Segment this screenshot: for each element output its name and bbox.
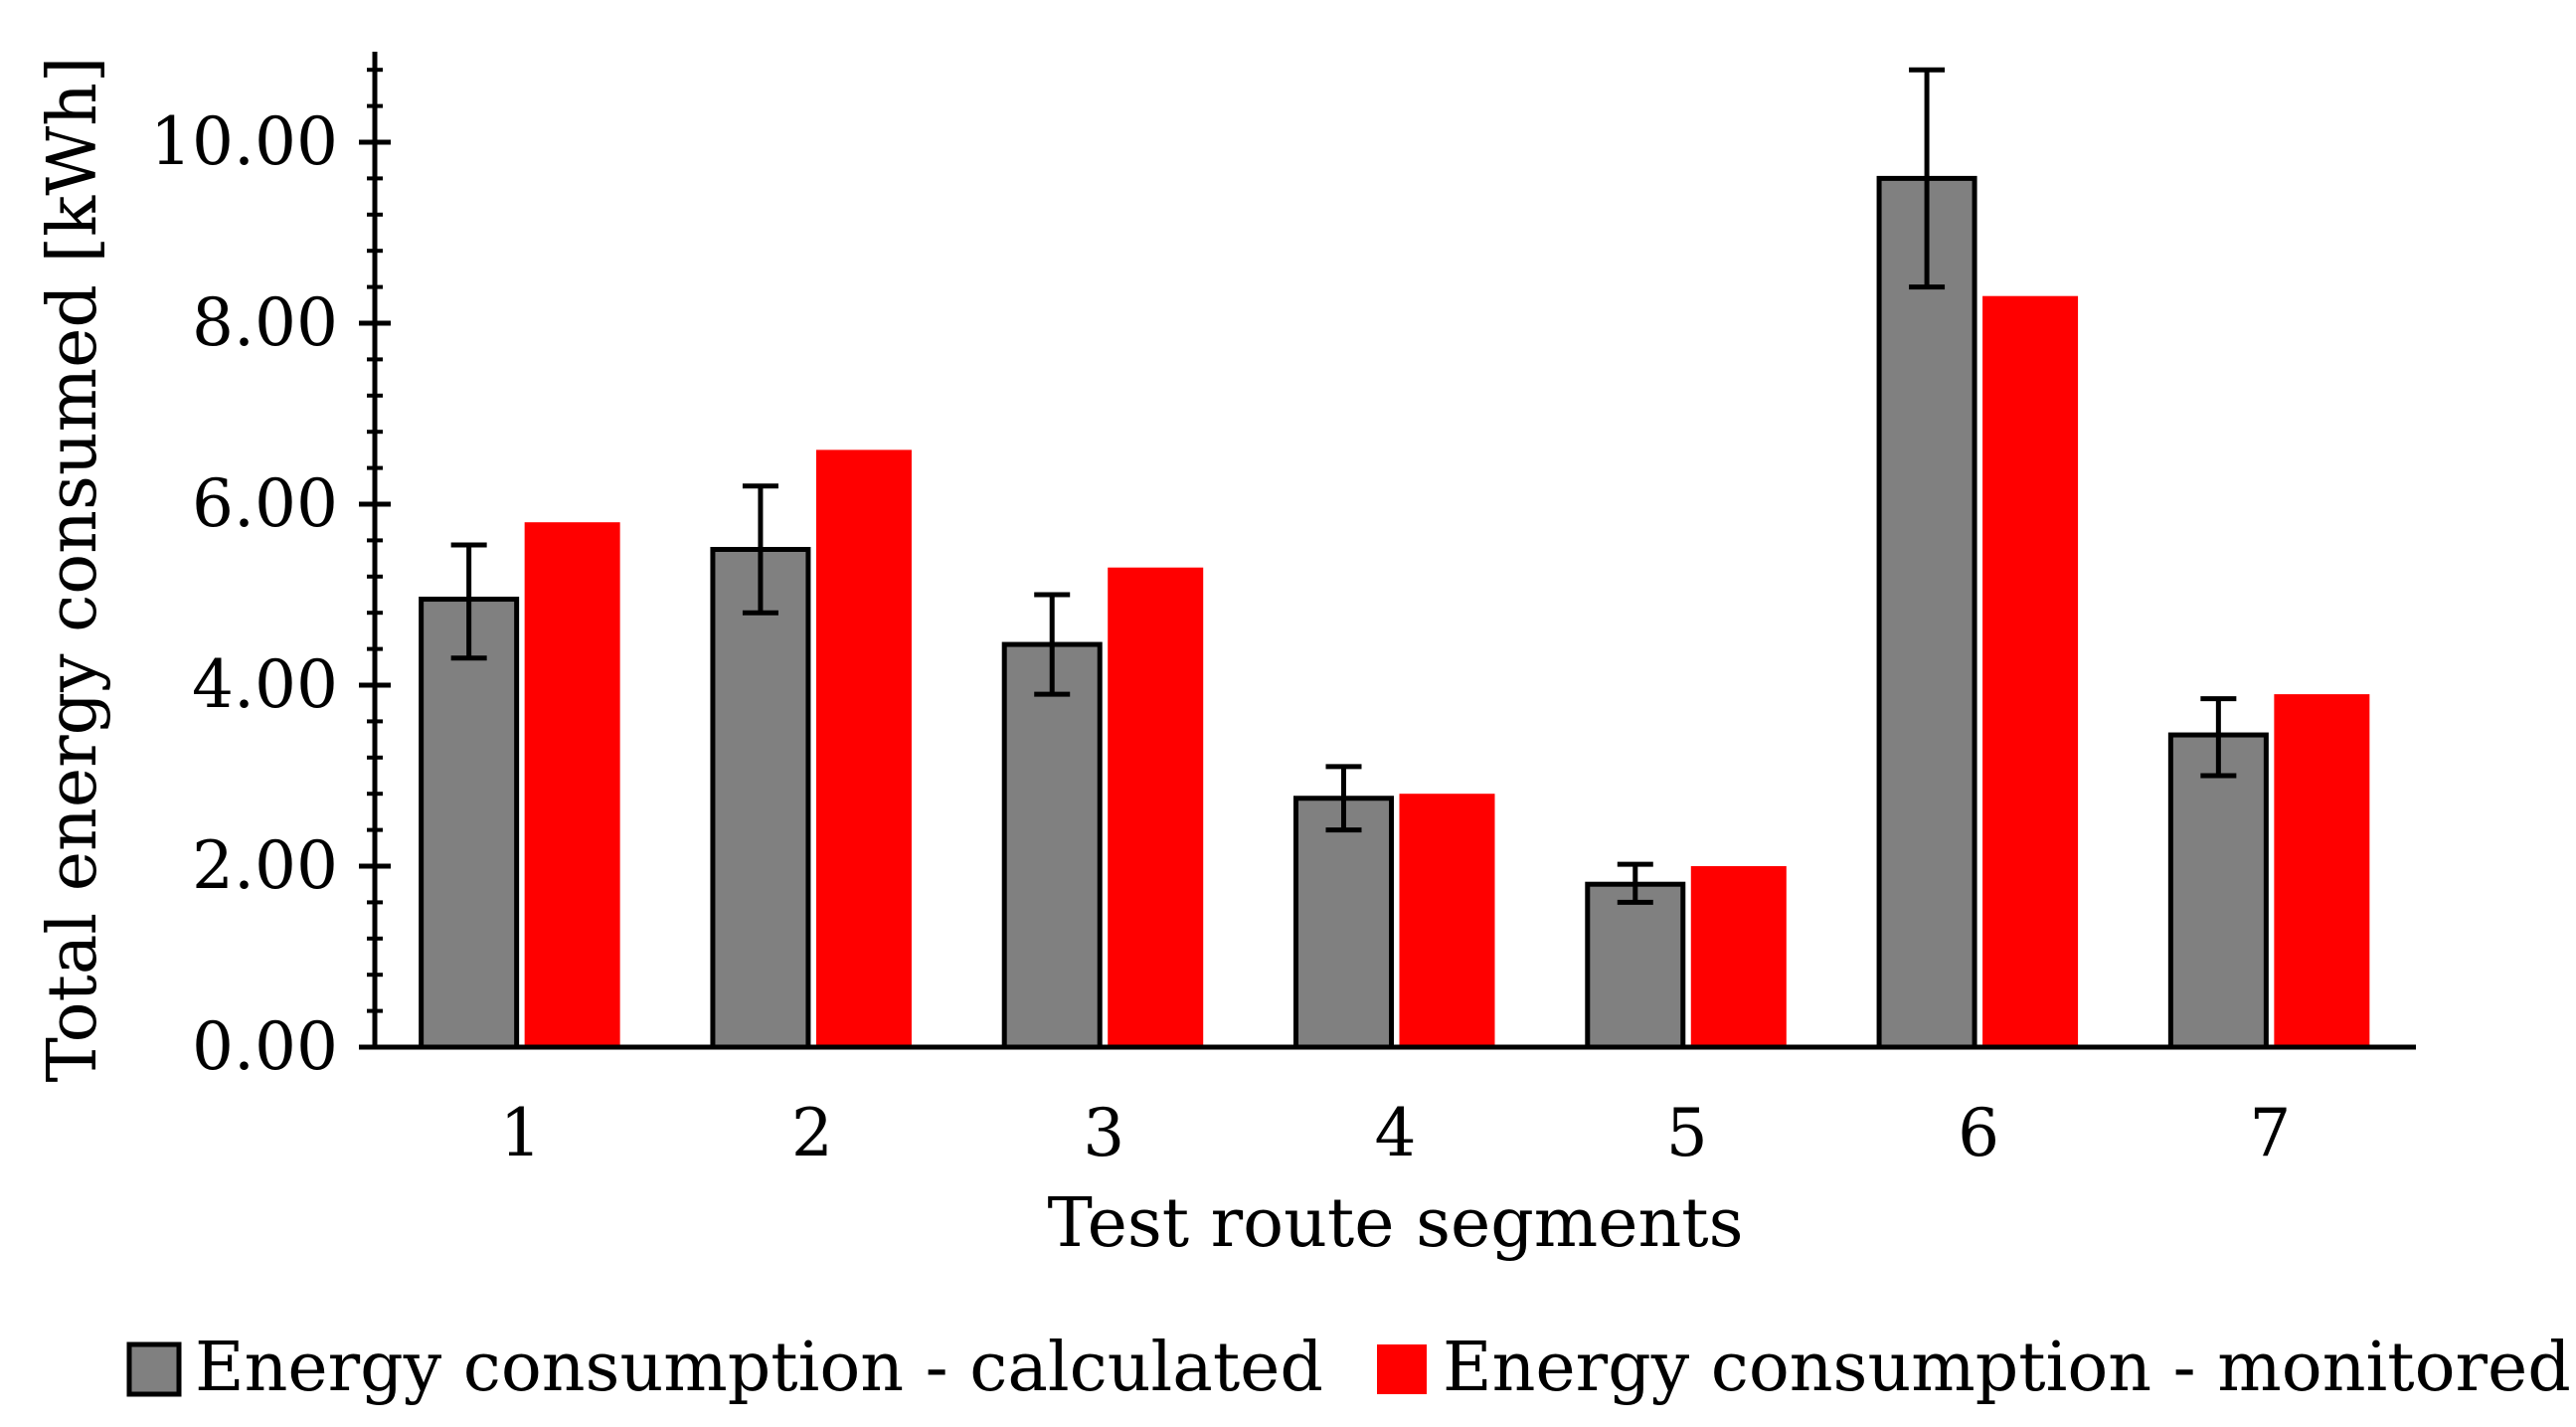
bar-calculated-7: [2167, 732, 2269, 1050]
y-tick-label: 10.00: [150, 103, 338, 180]
bars-layer: [419, 175, 2370, 1050]
bar-calculated-2: [710, 547, 811, 1050]
x-ticks-layer: 1 2 3 4 5 6 7: [500, 1095, 2292, 1171]
error-bar-calculated-6: [1909, 67, 1946, 290]
legend-swatch-monitored: [1377, 1344, 1427, 1394]
y-axis-title: Total energy consumed [kWh]: [34, 57, 112, 1083]
y-tick-label: 4.00: [192, 646, 338, 723]
y-tick-label: 6.00: [192, 465, 338, 542]
error-bar-calculated-2: [742, 483, 778, 616]
x-tick-label-7: 7: [2249, 1095, 2291, 1171]
axes-layer: [372, 52, 2416, 1050]
bar-monitored-4: [1399, 794, 1495, 1047]
legend: Energy consumption - calculated Energy c…: [126, 1329, 2571, 1407]
legend-label-monitored: Energy consumption - monitored: [1443, 1329, 2571, 1407]
error-bars-layer: [450, 67, 2237, 905]
bar-monitored-3: [1108, 567, 1204, 1047]
bar-calculated-1: [419, 597, 520, 1050]
x-tick-label-3: 3: [1083, 1095, 1124, 1171]
x-tick-label-6: 6: [1958, 1095, 1999, 1171]
y-tick-label: 8.00: [192, 284, 338, 361]
bar-monitored-7: [2274, 694, 2370, 1047]
bar-monitored-5: [1690, 866, 1787, 1047]
x-tick-label-5: 5: [1666, 1095, 1708, 1171]
bar-calculated-5: [1585, 881, 1686, 1050]
x-tick-label-2: 2: [791, 1095, 833, 1171]
legend-label-calculated: Energy consumption - calculated: [195, 1329, 1323, 1407]
x-axis-title: Test route segments: [1048, 1184, 1744, 1263]
y-tick-label: 2.00: [192, 827, 338, 904]
y-tick-label: 0.00: [192, 1008, 338, 1085]
bar-monitored-2: [815, 449, 912, 1047]
bar-calculated-4: [1293, 796, 1394, 1050]
x-tick-label-4: 4: [1375, 1095, 1417, 1171]
error-bar-calculated-3: [1034, 592, 1071, 697]
error-bar-calculated-4: [1325, 764, 1362, 833]
bar-calculated-6: [1876, 175, 1977, 1050]
x-tick-label-1: 1: [500, 1095, 542, 1171]
bar-monitored-6: [1982, 295, 2079, 1047]
error-bar-calculated-1: [450, 542, 487, 661]
legend-swatch-calculated: [126, 1341, 182, 1397]
error-bar-calculated-5: [1617, 861, 1653, 905]
error-bar-calculated-7: [2200, 696, 2237, 779]
bar-calculated-3: [1001, 641, 1103, 1050]
y-ticks-layer: 0.00 2.00 4.00 6.00 8.00 10.00: [150, 68, 391, 1085]
bar-monitored-1: [524, 522, 620, 1047]
